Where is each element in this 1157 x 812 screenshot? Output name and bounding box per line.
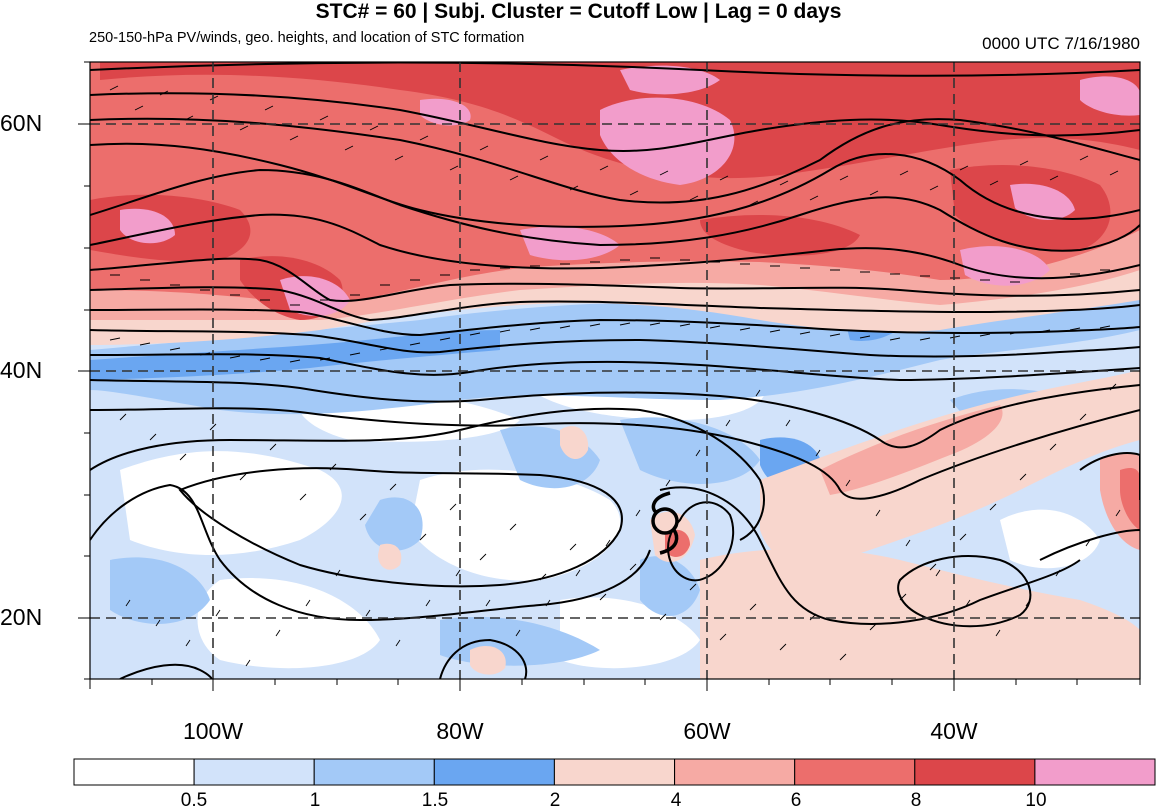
- colorbar-label: 2: [549, 790, 561, 811]
- lat-tick-label: 20N: [0, 604, 43, 630]
- colorbar-label: 1: [309, 790, 321, 811]
- map-frame: [78, 61, 1141, 691]
- colorbar-label: 1.5: [421, 790, 449, 811]
- figure-subtitle: 250-150-hPa PV/winds, geo. heights, and …: [89, 30, 525, 46]
- colorbar-label: 4: [670, 790, 682, 811]
- lon-tick-label: 80W: [436, 718, 484, 744]
- colorbar-label: 8: [910, 790, 922, 811]
- lon-tick-label: 60W: [683, 718, 731, 744]
- lat-tick-label: 60N: [0, 110, 43, 136]
- lon-tick-label: 100W: [182, 718, 244, 744]
- valid-time: 0000 UTC 7/16/1980: [982, 34, 1140, 53]
- colorbar-label: 0.5: [180, 790, 208, 811]
- height-contours: [90, 62, 1140, 679]
- figure-title: STC# = 60 | Subj. Cluster = Cutoff Low |…: [315, 0, 842, 23]
- colorbar-label: 10: [1025, 790, 1047, 811]
- colorbar-label: 6: [790, 790, 802, 811]
- stc-formation-icon: [651, 491, 679, 555]
- lat-tick-label: 40N: [0, 357, 43, 383]
- map-grid: [90, 62, 1140, 679]
- lon-tick-label: 40W: [930, 718, 978, 744]
- wind-barbs: [109, 85, 1121, 667]
